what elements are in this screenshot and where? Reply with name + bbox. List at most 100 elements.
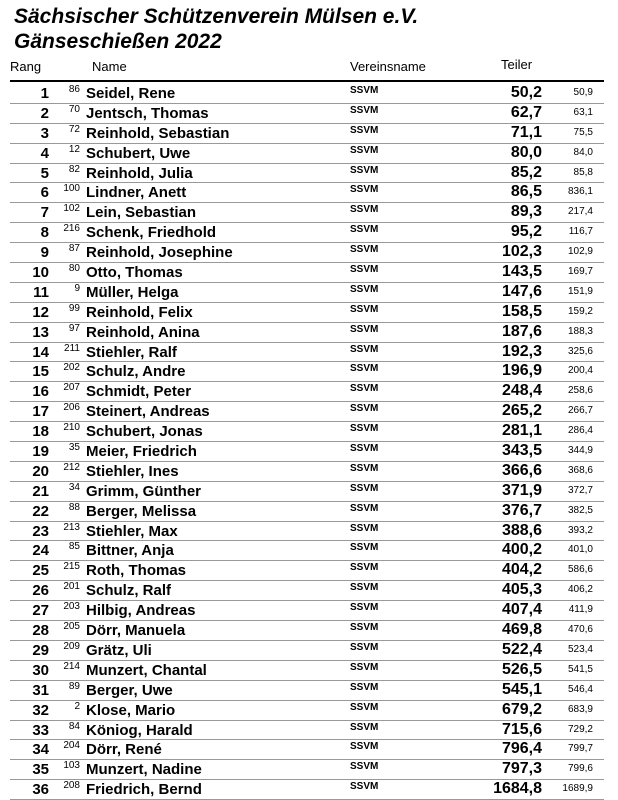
- cell-teiler2: 546,4: [567, 683, 593, 695]
- cell-teiler: 86,5: [510, 183, 542, 201]
- cell-rang: 11: [33, 283, 49, 301]
- cell-name: Köniog, Harald: [86, 721, 193, 739]
- cell-nr: 207: [63, 382, 80, 394]
- table-row: 13 97 Reinhold, Anina SSVM 187,6 188,3: [10, 323, 604, 343]
- cell-teiler2: 151,9: [567, 285, 593, 297]
- cell-verein: SSVM: [350, 204, 379, 216]
- cell-verein: SSVM: [350, 423, 379, 435]
- cell-rang: 35: [32, 761, 49, 779]
- cell-name: Munzert, Nadine: [86, 761, 202, 779]
- table-row: 14 211 Stiehler, Ralf SSVM 192,3 325,6: [10, 343, 604, 363]
- cell-name: Reinhold, Josephine: [86, 244, 233, 262]
- cell-teiler2: 401,0: [567, 544, 593, 556]
- cell-verein: SSVM: [350, 264, 379, 276]
- cell-teiler2: 50,9: [573, 87, 593, 98]
- cell-teiler2: 344,9: [567, 445, 593, 457]
- cell-rang: 23: [32, 522, 49, 540]
- cell-rang: 13: [32, 323, 49, 341]
- cell-nr: 202: [63, 362, 80, 374]
- cell-teiler2: 541,5: [567, 663, 593, 675]
- cell-teiler: 147,6: [501, 282, 542, 300]
- cell-teiler: 158,5: [501, 302, 542, 320]
- cell-verein: SSVM: [350, 542, 379, 554]
- cell-teiler: 80,0: [510, 143, 542, 161]
- cell-teiler: 404,2: [501, 561, 542, 579]
- cell-name: Stiehler, Max: [86, 522, 178, 540]
- cell-verein: SSVM: [350, 582, 379, 594]
- table-row: 4 12 Schubert, Uwe SSVM 80,0 84,0: [10, 144, 604, 164]
- cell-teiler2: 1689,9: [562, 783, 593, 795]
- cell-nr: 211: [64, 342, 80, 354]
- cell-name: Munzert, Chantal: [86, 661, 207, 679]
- cell-name: Steinert, Andreas: [86, 403, 210, 421]
- cell-teiler: 679,2: [501, 700, 542, 718]
- cell-teiler: 388,6: [501, 521, 542, 539]
- cell-verein: SSVM: [350, 622, 379, 634]
- cell-name: Meier, Friedrich: [86, 443, 197, 461]
- cell-teiler2: 266,7: [567, 405, 593, 417]
- cell-verein: SSVM: [350, 761, 379, 773]
- cell-nr: 12: [68, 143, 80, 155]
- cell-teiler: 343,5: [501, 442, 542, 460]
- cell-name: Schenk, Friedhold: [86, 224, 217, 242]
- cell-name: Stiehler, Ines: [86, 462, 179, 480]
- cell-teiler: 95,2: [510, 223, 542, 241]
- cell-teiler: 196,9: [501, 362, 542, 380]
- cell-verein: SSVM: [350, 383, 379, 395]
- table-row: 18 210 Schubert, Jonas SSVM 281,1 286,4: [10, 422, 604, 443]
- table-row: 21 34 Grimm, Günther SSVM 371,9 372,7: [10, 482, 604, 502]
- table-row: 17 206 Steinert, Andreas SSVM 265,2 266,7: [10, 402, 604, 423]
- cell-name: Lein, Sebastian: [86, 204, 197, 222]
- cell-teiler: 371,9: [501, 481, 542, 499]
- cell-name: Dörr, Manuela: [86, 622, 186, 640]
- cell-teiler2: 75,5: [573, 126, 593, 138]
- cell-teiler: 407,4: [501, 601, 542, 619]
- cell-name: Bittner, Anja: [86, 542, 174, 560]
- cell-teiler2: 169,7: [567, 266, 593, 278]
- cell-teiler: 187,6: [501, 322, 542, 340]
- cell-rang: 24: [32, 542, 49, 560]
- cell-nr: 2: [74, 700, 80, 712]
- cell-teiler: 143,5: [501, 263, 542, 281]
- cell-teiler: 265,2: [501, 402, 542, 420]
- cell-teiler2: 411,9: [568, 604, 593, 616]
- cell-teiler: 71,1: [510, 123, 542, 141]
- cell-nr: 84: [68, 720, 80, 732]
- table-row: 26 201 Schulz, Ralf SSVM 405,3 406,2: [10, 581, 604, 602]
- cell-name: Berger, Melissa: [86, 502, 197, 520]
- cell-teiler: 1684,8: [493, 780, 542, 798]
- cell-name: Roth, Thomas: [86, 562, 186, 580]
- cell-nr: 80: [68, 263, 80, 275]
- cell-rang: 10: [32, 264, 49, 282]
- cell-teiler2: 799,7: [567, 743, 593, 755]
- cell-teiler2: 393,2: [567, 524, 593, 536]
- cell-rang: 14: [32, 343, 49, 361]
- cell-teiler: 62,7: [510, 103, 542, 121]
- cell-teiler2: 217,4: [567, 206, 593, 218]
- cell-teiler2: 799,6: [567, 763, 593, 775]
- table-row: 3 72 Reinhold, Sebastian SSVM 71,1 75,5: [10, 124, 604, 144]
- cell-verein: SSVM: [350, 323, 379, 335]
- cell-name: Reinhold, Sebastian: [86, 124, 230, 142]
- cell-name: Friedrich, Bernd: [86, 781, 202, 799]
- cell-verein: SSVM: [350, 403, 379, 415]
- cell-rang: 2: [40, 104, 49, 122]
- cell-name: Hilbig, Andreas: [86, 602, 196, 620]
- cell-nr: 205: [63, 621, 80, 633]
- table-row: 11 9 Müller, Helga SSVM 147,6 151,9: [10, 283, 604, 303]
- cell-verein: SSVM: [350, 363, 379, 375]
- cell-nr: 210: [63, 422, 80, 434]
- cell-verein: SSVM: [350, 641, 379, 653]
- header-rang: Rang: [10, 59, 42, 74]
- cell-verein: SSVM: [350, 443, 379, 455]
- table-row: 31 89 Berger, Uwe SSVM 545,1 546,4: [10, 681, 604, 701]
- cell-teiler: 405,3: [501, 581, 542, 599]
- cell-teiler2: 159,2: [567, 305, 593, 317]
- cell-nr: 86: [68, 84, 80, 95]
- cell-teiler: 50,2: [510, 84, 542, 101]
- cell-nr: 70: [68, 103, 80, 115]
- cell-rang: 21: [32, 482, 49, 500]
- table-row: 6 100 Lindner, Anett SSVM 86,5 836,1: [10, 183, 604, 204]
- cell-verein: SSVM: [350, 741, 379, 753]
- cell-rang: 7: [40, 204, 49, 222]
